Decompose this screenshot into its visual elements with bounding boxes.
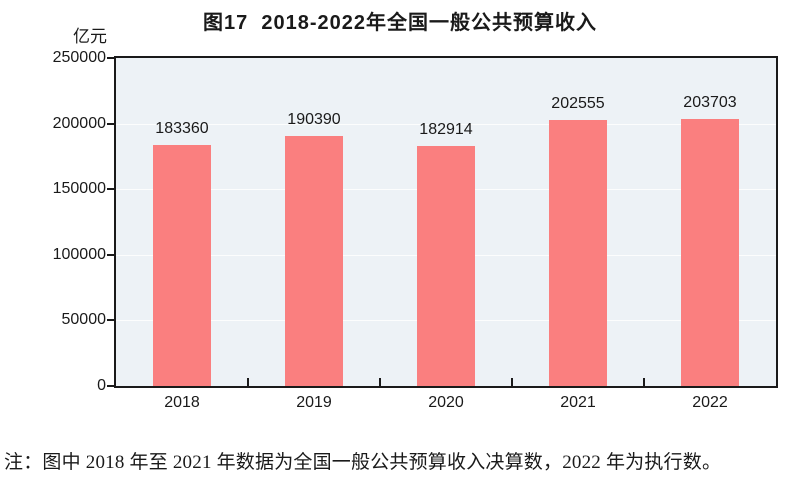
bar-value-label: 203703 [683,93,737,111]
y-axis-tick [107,122,114,125]
chart-title: 图17 2018-2022年全国一般公共预算收入 [202,12,597,34]
y-axis-tick [107,253,114,256]
y-tick-label: 200000 [52,114,106,132]
gridline [116,123,776,125]
bar-value-label: 183360 [155,120,209,138]
bar-2020 [417,146,475,386]
x-tick-label-2019: 2019 [296,394,332,411]
bar-2022 [681,118,739,386]
y-tick-label: 250000 [52,49,106,66]
y-axis-tick [107,385,114,387]
x-tick-label-2022: 2022 [692,394,728,411]
x-axis-tick [247,378,249,386]
x-axis-tick [511,378,513,386]
x-axis-tick [379,378,381,386]
bar-2021 [549,120,607,386]
y-tick-label: 100000 [52,245,106,263]
bar-value-label: 182914 [419,121,473,139]
y-axis-unit-label: 亿元 [73,27,107,46]
x-tick-label-2020: 2020 [428,394,464,411]
y-axis-tick [107,188,114,191]
bar-2019 [285,136,343,386]
x-axis-tick [643,378,645,386]
bar-value-label: 190390 [287,111,341,129]
y-axis-tick [107,57,114,59]
bar-value-label: 202555 [551,95,605,113]
plot-area: 183360 190390 182914 202555 203703 [114,56,778,388]
x-tick-label-2018: 2018 [164,394,200,411]
bar-2018 [153,145,211,386]
y-axis-tick [107,319,114,322]
y-tick-label: 50000 [61,311,107,329]
y-tick-label: 150000 [52,180,106,198]
chart-note: 注：图中 2018 年至 2021 年数据为全国一般公共预算收入决算数，2022… [4,452,722,473]
y-tick-label: 0 [97,377,106,394]
x-tick-label-2021: 2021 [560,394,596,411]
